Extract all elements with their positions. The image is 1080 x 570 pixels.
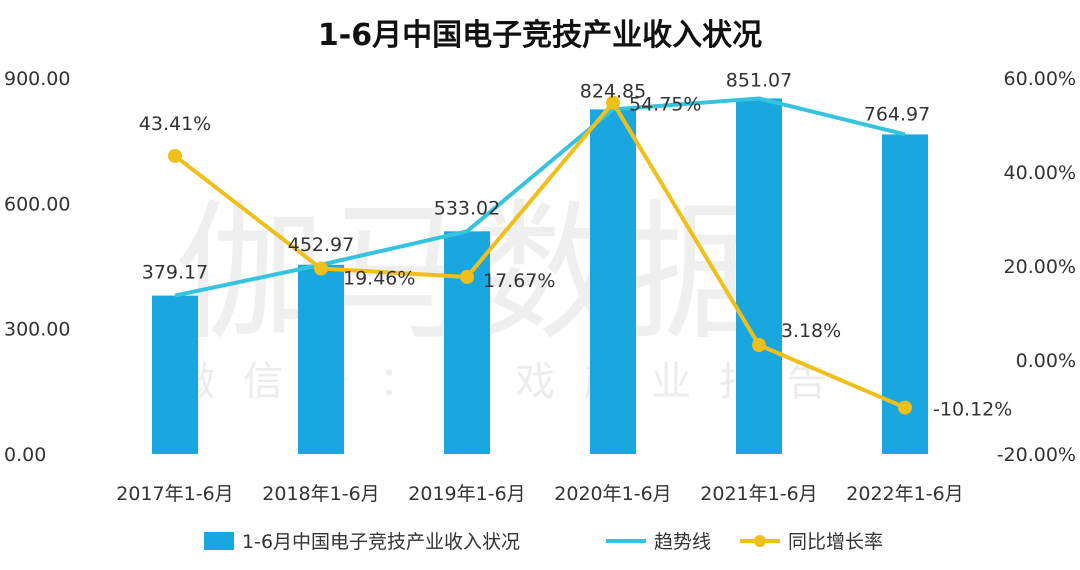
growth-data-label: 43.41% [139,113,211,135]
bar-data-label: 452.97 [288,234,354,256]
legend-label-growth: 同比增长率 [788,531,883,553]
trend-line-series [174,96,906,298]
growth-data-label: 19.46% [343,268,415,290]
bar-data-label: 533.02 [434,197,500,219]
growth-data-labels: 43.41% 19.46% 17.67% 54.75% 3.18% -10.12% [139,94,1013,421]
legend-label-trend: 趋势线 [654,531,711,553]
growth-marker [898,400,912,415]
category-axis-labels: 2017年1-6月 2018年1-6月 2019年1-6月 2020年1-6月 2021… [116,483,963,505]
revenue-bar [152,295,198,454]
revenue-bar [444,231,490,454]
category-label: 2017年1-6月 [116,483,233,505]
growth-data-label: -10.12% [933,399,1012,421]
legend: 1-6月中国电子竞技产业收入状况 趋势线 同比增长率 [204,531,883,553]
growth-marker [606,95,620,110]
growth-line [173,100,906,410]
revenue-bar [298,264,344,454]
growth-rate-series [168,95,912,415]
legend-marker-growth [754,535,766,547]
category-label: 2021年1-6月 [700,483,817,505]
growth-marker [168,148,182,163]
bar-data-labels: 379.17 452.97 533.02 824.85 851.07 764.97 [142,69,930,283]
bar-data-label: 764.97 [864,103,930,125]
revenue-bar [736,98,782,454]
revenue-bar [590,109,636,455]
legend-label-bar: 1-6月中国电子竞技产业收入状况 [242,531,520,553]
left-axis-ticks: 0.00 300.00 600.00 900.00 [4,68,70,466]
right-tick-label: 40.00% [1004,162,1076,184]
growth-data-label: 17.67% [483,270,555,292]
growth-marker [752,338,766,353]
watermark-sub: 微信号：游戏产业报告 [175,359,855,405]
left-tick-label: 600.00 [4,193,70,215]
growth-data-label: 54.75% [629,94,701,116]
left-tick-label: 300.00 [4,319,70,341]
right-axis-ticks: -20.00% 0.00% 20.00% 40.00% 60.00% [997,68,1076,466]
trend-line [174,96,906,298]
category-label: 2020年1-6月 [554,483,671,505]
right-tick-label: 60.00% [1004,68,1076,90]
growth-data-label: 3.18% [781,320,841,342]
right-tick-label: 0.00% [1016,350,1076,372]
right-tick-label: 20.00% [1004,256,1076,278]
bar-data-label: 851.07 [726,69,792,91]
left-tick-label: 0.00 [4,444,46,466]
left-tick-label: 900.00 [4,68,70,90]
bar-data-label: 824.85 [580,80,646,102]
legend-swatch-bar [204,532,234,550]
category-label: 2019年1-6月 [408,483,525,505]
right-tick-label: -20.00% [997,444,1076,466]
bar-data-label: 379.17 [142,262,208,284]
category-label: 2018年1-6月 [262,483,379,505]
growth-marker [460,269,474,284]
category-label: 2022年1-6月 [846,483,963,505]
chart-title: 1-6月中国电子竞技产业收入状况 [318,18,762,53]
growth-marker [314,261,328,276]
